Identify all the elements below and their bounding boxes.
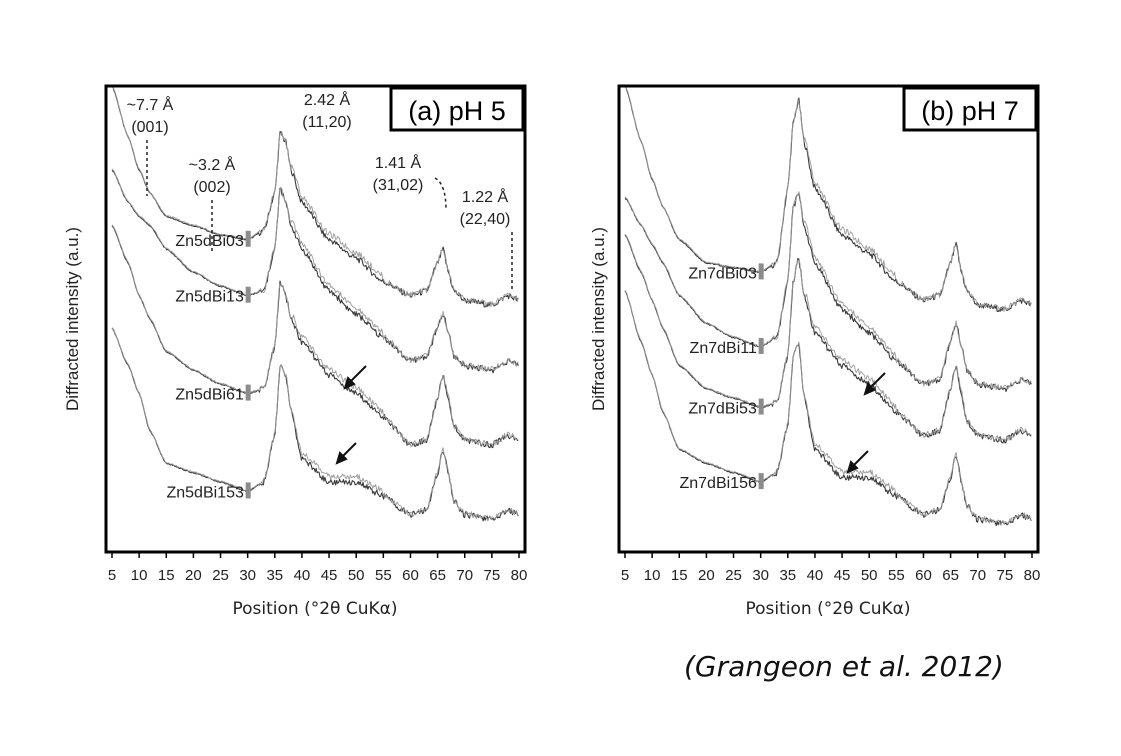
citation: (Grangeon et al. 2012) xyxy=(684,650,1004,683)
x-tick-label: 65 xyxy=(429,567,446,584)
panel-a-frame xyxy=(104,84,527,554)
panel-b-ylabel: Diffracted intensity (a.u.) xyxy=(589,227,608,411)
x-tick-label: 25 xyxy=(212,567,229,584)
annotation-22-40: (22,40) xyxy=(460,211,511,228)
series-label: Zn5dBi61 xyxy=(175,387,244,404)
series-label: Zn7dBi156 xyxy=(679,475,756,492)
x-tick-label: 55 xyxy=(375,567,392,584)
x-tick-label: 50 xyxy=(861,567,878,584)
series-line-Zn7dBi11 xyxy=(624,192,1032,392)
series-label: Zn5dBi13 xyxy=(175,289,244,306)
x-tick-label: 20 xyxy=(698,567,715,584)
series-line-Zn7dBi53-overlay xyxy=(624,233,1032,442)
x-tick-label: 55 xyxy=(888,567,905,584)
x-tick-label: 15 xyxy=(158,567,175,584)
x-tick-label: 5 xyxy=(621,567,629,584)
x-tick-label: 35 xyxy=(266,567,283,584)
arrowhead-icon xyxy=(335,451,348,465)
arrowhead-icon xyxy=(343,376,356,390)
annotation-1-41A: 1.41 Å xyxy=(375,153,422,172)
series-line-Zn7dBi11-overlay xyxy=(624,191,1032,390)
annotation-11-20: (11,20) xyxy=(302,114,352,131)
annotation-3-2A: ~3.2 Å xyxy=(189,155,236,174)
series-marker xyxy=(758,398,764,415)
series-line-Zn7dBi53 xyxy=(624,234,1032,444)
series-line-Zn5dBi13-overlay xyxy=(111,168,519,372)
annotation-7-7A: ~7.7 Å xyxy=(127,95,174,114)
series-line-Zn5dBi13 xyxy=(111,169,519,374)
series-line-Zn5dBi61-overlay xyxy=(111,224,519,448)
x-tick-label: 60 xyxy=(402,567,419,584)
series-line-Zn7dBi03 xyxy=(624,86,1032,313)
annotation-002: (002) xyxy=(193,179,230,196)
x-tick-label: 10 xyxy=(131,567,148,584)
panel-a-ylabel: Diffracted intensity (a.u.) xyxy=(63,227,82,411)
series-marker xyxy=(245,286,251,303)
panel-a-title-box: (a) pH 5 xyxy=(389,86,525,132)
series-line-Zn7dBi156-overlay xyxy=(624,290,1032,526)
x-tick-label: 10 xyxy=(644,567,661,584)
x-tick-label: 15 xyxy=(671,567,688,584)
x-tick-label: 30 xyxy=(752,567,769,584)
panel-a-title: (a) pH 5 xyxy=(408,96,506,126)
series-line-Zn5dBi153-overlay xyxy=(111,327,519,522)
series-marker xyxy=(758,337,764,354)
series-line-Zn5dBi61 xyxy=(111,225,519,449)
x-tick-label: 65 xyxy=(942,567,959,584)
panel-a-x-ticks: 5 10 15 20 25 30 35 40 45 50 55 60 65 70 75 80 xyxy=(108,552,528,584)
annotation-31-02: (31,02) xyxy=(373,177,424,194)
x-tick-label: 50 xyxy=(348,567,365,584)
panel-a-arrows xyxy=(335,365,367,465)
x-tick-label: 45 xyxy=(321,567,338,584)
panel-b-arrows xyxy=(846,372,886,474)
series-marker xyxy=(245,482,251,499)
series-marker xyxy=(245,230,251,247)
x-tick-label: 70 xyxy=(969,567,986,584)
x-tick-label: 80 xyxy=(511,567,528,584)
panel-a-peak-annotations: ~7.7 Å (001) ~3.2 Å (002) 2.42 Å (11,20)… xyxy=(127,90,511,228)
panel-a-xlabel: Position (°2θ CuKα) xyxy=(233,599,398,619)
series-label: Zn5dBi03 xyxy=(175,233,244,250)
panel-a-annotation-leaders xyxy=(146,140,513,290)
x-tick-label: 25 xyxy=(725,567,742,584)
x-tick-label: 40 xyxy=(807,567,824,584)
panel-b-x-ticks: 5 10 15 20 25 30 35 40 45 50 55 60 65 70 75 80 xyxy=(621,552,1041,584)
series-line-Zn5dBi03-overlay xyxy=(111,86,519,308)
x-tick-label: 20 xyxy=(185,567,202,584)
arrow-icon xyxy=(348,365,367,384)
series-label: Zn5dBi153 xyxy=(166,484,243,501)
arrowhead-icon xyxy=(846,460,859,474)
annotation-1-22A: 1.22 Å xyxy=(462,187,509,206)
panel-a: Zn5dBi03 Zn5dBi13 Zn5dBi61 Zn5dBi153 5 10 15 2… xyxy=(63,84,528,619)
series-line-Zn5dBi03 xyxy=(111,86,519,308)
x-tick-label: 45 xyxy=(834,567,851,584)
panel-b-xlabel: Position (°2θ CuKα) xyxy=(746,599,911,619)
series-marker xyxy=(245,384,251,401)
series-line-Zn7dBi03-overlay xyxy=(624,86,1032,312)
x-tick-label: 30 xyxy=(239,567,256,584)
panel-b-title-box: (b) pH 7 xyxy=(902,86,1038,132)
x-tick-label: 80 xyxy=(1024,567,1041,584)
x-tick-label: 40 xyxy=(294,567,311,584)
x-tick-label: 35 xyxy=(779,567,796,584)
panel-b-frame xyxy=(617,84,1040,554)
panel-b: Zn7dBi03 Zn7dBi11 Zn7dBi53 Zn7dBi156 5 10 15 2… xyxy=(589,84,1041,619)
x-tick-label: 60 xyxy=(915,567,932,584)
panel-b-title: (b) pH 7 xyxy=(921,96,1019,126)
x-tick-label: 70 xyxy=(456,567,473,584)
annotation-2-42A: 2.42 Å xyxy=(304,90,351,109)
series-label: Zn7dBi03 xyxy=(688,265,757,282)
series-label: Zn7dBi53 xyxy=(688,401,757,418)
series-marker xyxy=(758,263,764,280)
annotation-001: (001) xyxy=(131,119,168,136)
series-marker xyxy=(758,473,764,490)
x-tick-label: 75 xyxy=(484,567,501,584)
series-label: Zn7dBi11 xyxy=(690,340,757,357)
arrowhead-icon xyxy=(863,382,876,396)
x-tick-label: 75 xyxy=(997,567,1014,584)
x-tick-label: 5 xyxy=(108,567,116,584)
